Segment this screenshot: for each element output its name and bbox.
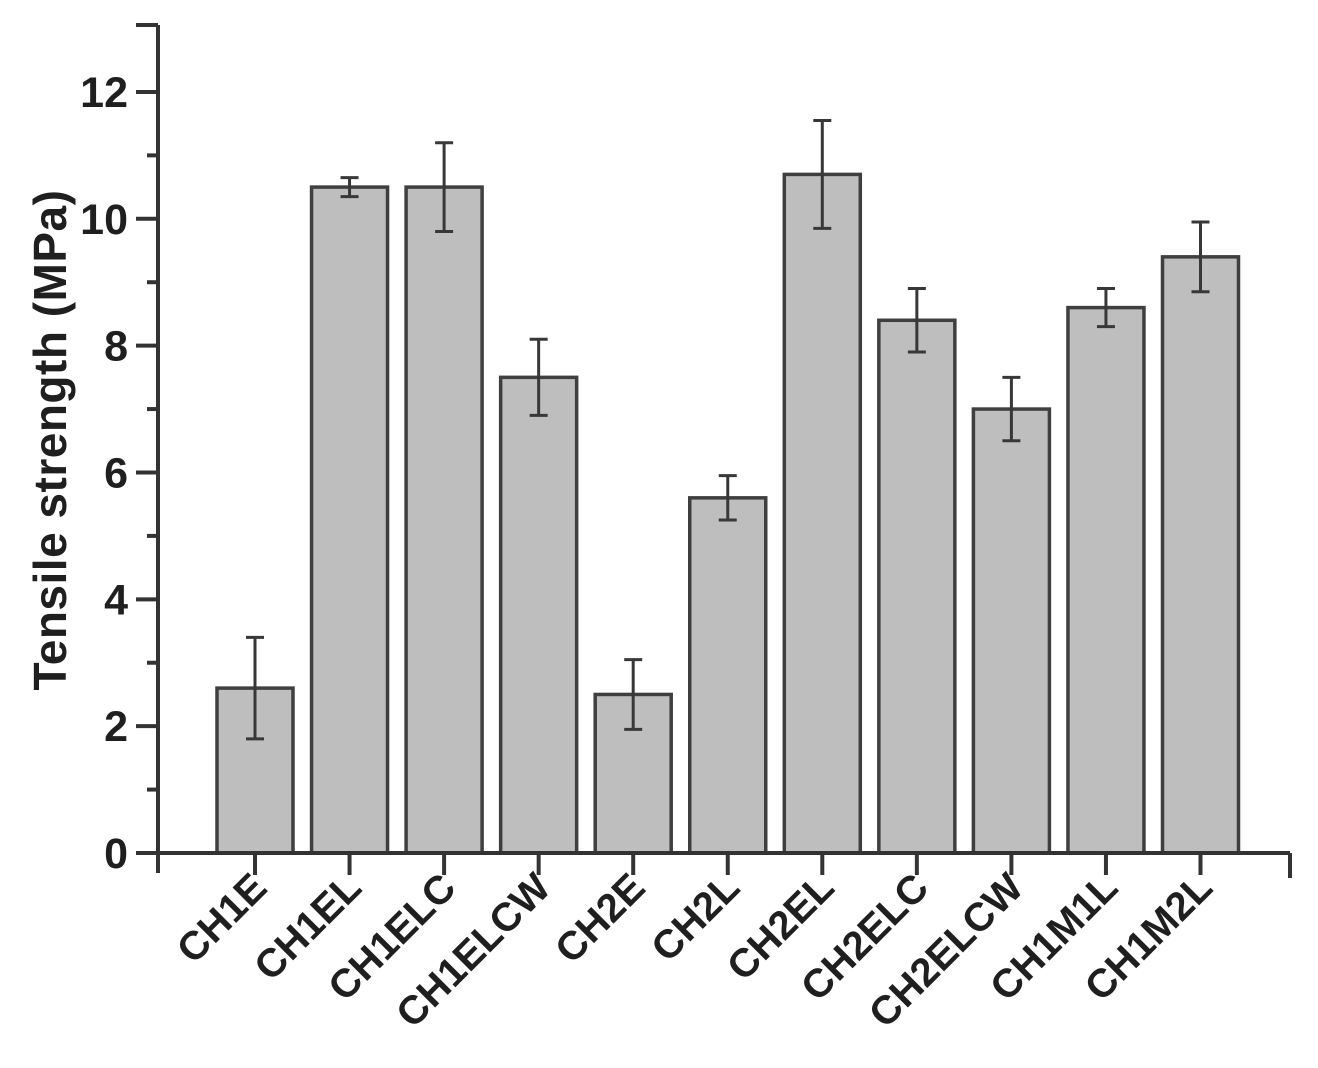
y-tick-label: 8 — [104, 323, 128, 371]
error-bar — [246, 635, 264, 741]
y-tick-label: 2 — [104, 703, 128, 751]
y-tick-label: 6 — [104, 449, 128, 497]
bar — [877, 318, 957, 855]
error-bar — [907, 287, 926, 354]
error-bar — [1002, 375, 1021, 443]
y-tick-label: 0 — [104, 830, 128, 878]
bar — [404, 185, 484, 855]
error-bar — [1191, 220, 1210, 294]
bar — [309, 185, 390, 855]
bar — [782, 172, 863, 855]
error-bar — [340, 176, 359, 199]
error-bar — [529, 337, 548, 417]
error-bar — [435, 141, 454, 233]
bar — [1066, 305, 1146, 855]
bar — [688, 496, 768, 855]
bar — [1160, 255, 1241, 855]
bar — [971, 407, 1052, 855]
y-tick-label: 4 — [104, 576, 128, 624]
y-tick-label: 10 — [80, 196, 128, 244]
error-bar — [1096, 287, 1115, 329]
bar — [498, 375, 579, 855]
error-bar — [813, 118, 832, 230]
y-axis-title: Tensile strength (MPa) — [24, 189, 76, 691]
error-bar — [624, 658, 643, 731]
error-bar — [718, 474, 737, 522]
x-category-label: CH2E — [547, 865, 654, 972]
y-tick-label: 12 — [80, 69, 128, 117]
